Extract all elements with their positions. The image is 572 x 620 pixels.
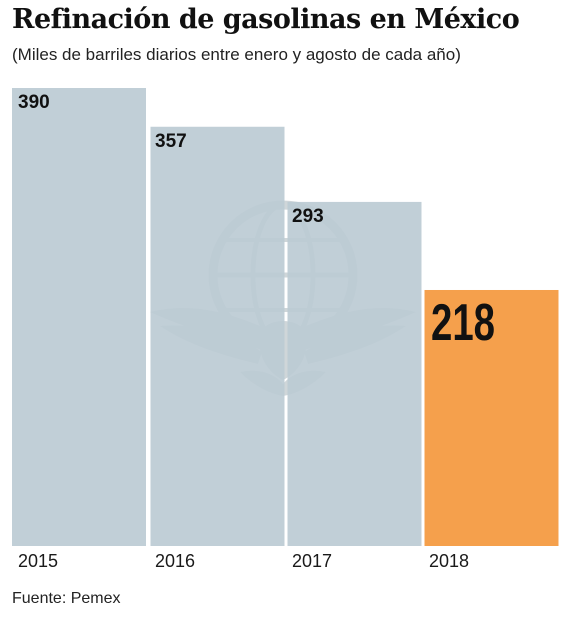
category-label-2016: 2016	[155, 551, 195, 571]
bar-2018	[424, 289, 559, 546]
value-label-2018: 218	[431, 294, 495, 352]
value-label-2016: 357	[155, 131, 187, 152]
bar-2016	[150, 126, 285, 546]
category-label-2017: 2017	[292, 551, 332, 571]
category-label-2018: 2018	[429, 551, 469, 571]
bar-2017	[287, 201, 422, 546]
chart-title: Refinación de gasolinas en México	[12, 4, 520, 35]
chart-subtitle: (Miles de barriles diarios entre enero y…	[12, 45, 461, 64]
source-note: Fuente: Pemex	[12, 590, 121, 607]
category-label-2015: 2015	[18, 551, 58, 571]
bar-2015	[12, 88, 146, 546]
value-label-2017: 293	[292, 206, 324, 227]
value-label-2015: 390	[18, 92, 50, 113]
